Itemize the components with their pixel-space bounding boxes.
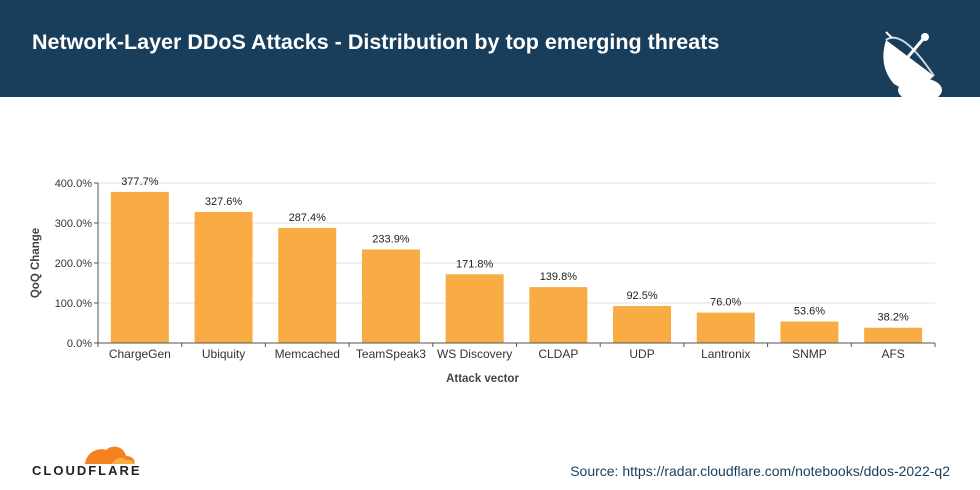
y-tick-label: 400.0% (55, 178, 93, 190)
labels: 377.7% ChargeGen 327.6% Ubiquity 287.4% Memca… (30, 176, 909, 385)
satellite-dish-icon (883, 31, 942, 98)
x-tick-label: Memcached (275, 347, 340, 361)
x-tick-label: AFS (881, 347, 904, 361)
y-axis-label: QoQ Change (30, 228, 42, 298)
data-label: 287.4% (289, 212, 327, 224)
x-axis-label: Attack vector (446, 373, 519, 385)
data-label: 233.9% (372, 233, 410, 245)
bar (110, 191, 169, 343)
x-tick-label: SNMP (792, 347, 827, 361)
bar (864, 327, 923, 343)
header-banner: Network-Layer DDoS Attacks - Distributio… (0, 0, 980, 98)
bar-chart: 0.0% 100.0% 200.0% 300.0% 400.0% 377.7% Charg… (30, 176, 936, 385)
bar (696, 312, 755, 343)
axes: 0.0% 100.0% 200.0% 300.0% 400.0% (55, 178, 936, 350)
data-label: 171.8% (456, 258, 494, 270)
y-tick-label: 100.0% (55, 298, 93, 310)
chart-title: Network-Layer DDoS Attacks - Distributio… (32, 30, 720, 54)
data-label: 38.2% (878, 312, 909, 324)
bar (361, 249, 420, 343)
x-tick-label: WS Discovery (437, 347, 512, 361)
data-label: 92.5% (626, 290, 657, 302)
x-tick-label: Lantronix (701, 347, 750, 361)
data-label: 377.7% (121, 176, 159, 188)
x-tick-label: CLDAP (538, 347, 578, 361)
data-label: 76.0% (710, 297, 741, 309)
x-tick-label: Ubiquity (202, 347, 245, 361)
x-tick-label: ChargeGen (109, 347, 171, 361)
x-tick-label: UDP (629, 347, 654, 361)
y-tick-label: 200.0% (55, 258, 93, 270)
y-tick-label: 300.0% (55, 218, 93, 230)
bar (445, 274, 504, 343)
bar (278, 228, 337, 343)
data-label: 139.8% (540, 271, 578, 283)
brand-name: CLOUDFLARE (32, 463, 142, 478)
source-link[interactable]: Source: https://radar.cloudflare.com/not… (570, 463, 950, 479)
bars (110, 191, 923, 343)
bar (194, 211, 253, 343)
bar (780, 321, 839, 343)
cloudflare-logo-icon (85, 446, 135, 464)
x-tick-label: TeamSpeak3 (356, 347, 426, 361)
bar (613, 306, 672, 343)
bar (529, 287, 588, 343)
data-label: 327.6% (205, 196, 243, 208)
y-tick-label: 0.0% (67, 338, 92, 350)
data-label: 53.6% (794, 306, 825, 318)
